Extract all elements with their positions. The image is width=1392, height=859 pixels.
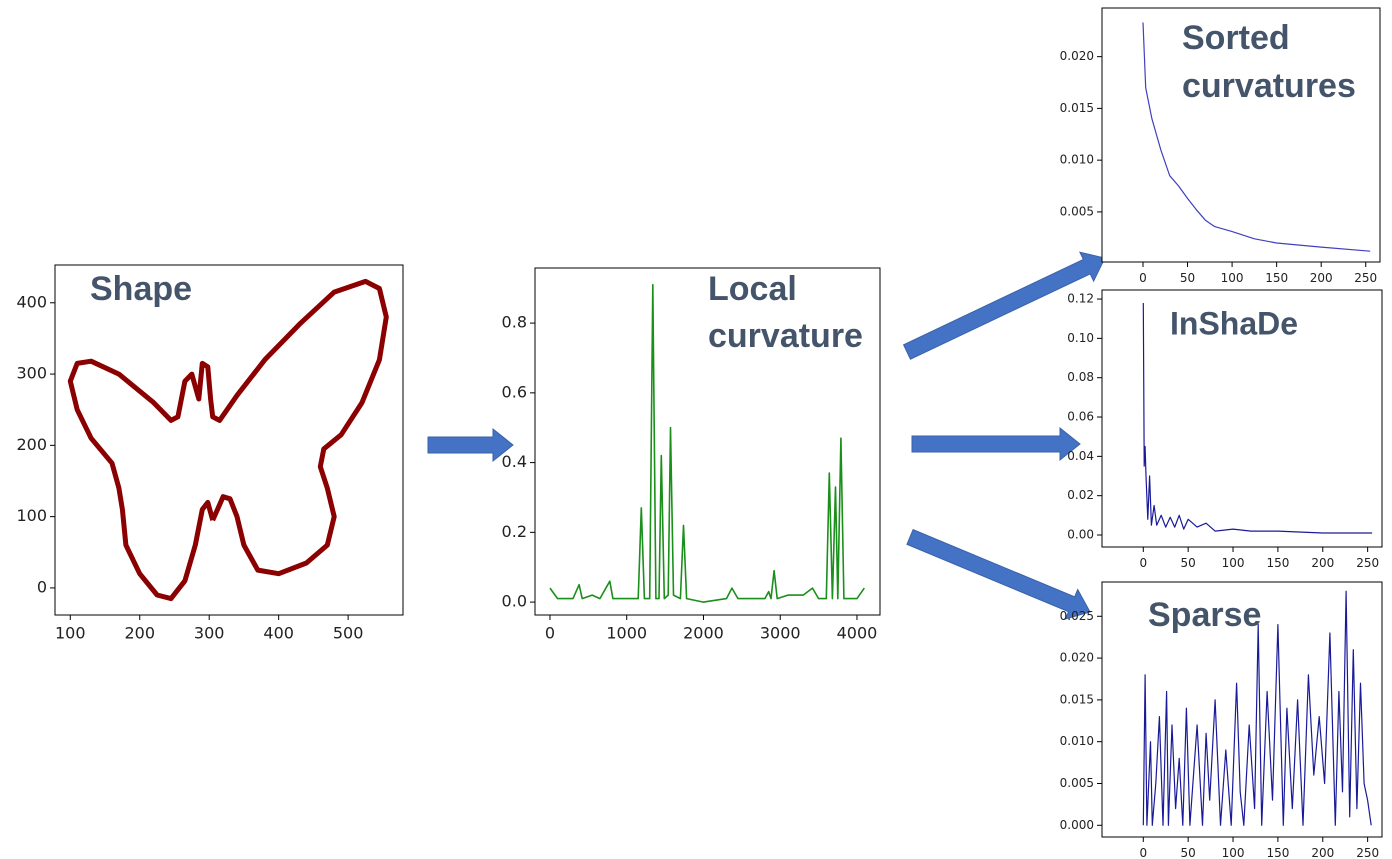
y-tick-label: 0.00 bbox=[1067, 528, 1094, 542]
y-tick-label: 0.10 bbox=[1067, 331, 1094, 345]
chart: 100 200 300 400 500 0 100 200 300 400 Shape bbox=[16, 264, 404, 643]
data-line bbox=[1142, 590, 1372, 826]
plot-area bbox=[54, 264, 404, 616]
x-tick-label: 150 bbox=[1266, 846, 1289, 859]
y-tick-label: 100 bbox=[16, 506, 47, 525]
arrow bbox=[911, 426, 1081, 462]
x-tick-label: 3000 bbox=[760, 624, 801, 643]
x-tick-label: 250 bbox=[1356, 556, 1379, 570]
chart-title: curvature bbox=[708, 317, 863, 355]
y-tick-label: 0.06 bbox=[1067, 410, 1094, 424]
data-line bbox=[1142, 22, 1371, 252]
y-tick-label: 0.2 bbox=[502, 522, 527, 541]
y-tick-label: 0 bbox=[37, 577, 47, 596]
y-tick-label: 0.010 bbox=[1060, 734, 1094, 748]
x-tick-label: 500 bbox=[333, 624, 364, 643]
x-tick-label: 200 bbox=[1310, 271, 1333, 285]
x-tick-label: 200 bbox=[1311, 846, 1334, 859]
y-tick-label: 0.015 bbox=[1060, 101, 1094, 115]
chart-title: curvatures bbox=[1182, 67, 1356, 105]
x-tick-label: 250 bbox=[1354, 271, 1377, 285]
x-tick-label: 50 bbox=[1181, 556, 1196, 570]
y-tick-label: 0.020 bbox=[1060, 49, 1094, 63]
y-tick-label: 0.005 bbox=[1060, 204, 1094, 218]
x-tick-label: 150 bbox=[1266, 556, 1289, 570]
x-tick-label: 50 bbox=[1181, 846, 1196, 859]
plot-area bbox=[1101, 7, 1381, 263]
x-tick-label: 100 bbox=[1222, 846, 1245, 859]
chart-title: InShaDe bbox=[1170, 305, 1298, 341]
y-tick-label: 0.020 bbox=[1060, 651, 1094, 665]
y-tick-label: 0.12 bbox=[1067, 292, 1094, 306]
x-tick-label: 150 bbox=[1265, 271, 1288, 285]
chart: 0 50 100 150 200 250 0.00 0.02 0.04 0.06 0.08 0.10 0… bbox=[1067, 289, 1383, 570]
chart: 0 50 100 150 200 250 0.005 0.010 0.015 0.020 Sorte… bbox=[1060, 7, 1381, 285]
chart: 0 1000 2000 3000 4000 0.0 0.2 0.4 0.6 0.8 Local cur… bbox=[502, 267, 881, 643]
x-tick-label: 0 bbox=[545, 624, 555, 643]
data-line bbox=[1142, 302, 1373, 534]
arrow bbox=[902, 251, 1106, 360]
y-tick-label: 0.04 bbox=[1067, 449, 1094, 463]
data-line bbox=[549, 283, 865, 603]
y-tick-label: 0.4 bbox=[502, 452, 527, 471]
chart-title: Sorted bbox=[1182, 19, 1290, 57]
x-tick-label: 300 bbox=[194, 624, 225, 643]
y-tick-label: 0.025 bbox=[1060, 609, 1094, 623]
y-tick-label: 200 bbox=[16, 435, 47, 454]
y-tick-label: 0.0 bbox=[502, 592, 527, 611]
chart-title: Sparse bbox=[1148, 596, 1261, 634]
y-tick-label: 0.000 bbox=[1060, 818, 1094, 832]
x-tick-label: 200 bbox=[124, 624, 155, 643]
x-tick-label: 100 bbox=[1222, 556, 1245, 570]
chart-title: Local bbox=[708, 270, 797, 308]
y-tick-label: 0.005 bbox=[1060, 776, 1094, 790]
arrow bbox=[906, 528, 1091, 620]
arrow bbox=[427, 427, 514, 463]
x-tick-label: 0 bbox=[1139, 556, 1147, 570]
y-tick-label: 0.08 bbox=[1067, 370, 1094, 384]
x-tick-label: 100 bbox=[1221, 271, 1244, 285]
x-tick-label: 1000 bbox=[606, 624, 647, 643]
chart-title: Shape bbox=[90, 270, 192, 308]
y-tick-label: 300 bbox=[16, 364, 47, 383]
x-tick-label: 400 bbox=[263, 624, 294, 643]
x-tick-label: 250 bbox=[1356, 846, 1379, 859]
x-tick-label: 100 bbox=[55, 624, 86, 643]
x-tick-label: 4000 bbox=[837, 624, 878, 643]
y-tick-label: 0.8 bbox=[502, 313, 527, 332]
y-tick-label: 0.010 bbox=[1060, 153, 1094, 167]
x-tick-label: 200 bbox=[1311, 556, 1334, 570]
x-tick-label: 0 bbox=[1139, 271, 1147, 285]
chart: 0 50 100 150 200 250 0.000 0.005 0.010 0.015 0.020… bbox=[1060, 581, 1383, 859]
plot-area bbox=[534, 267, 881, 616]
x-tick-label: 0 bbox=[1139, 846, 1147, 859]
y-tick-label: 0.02 bbox=[1067, 488, 1094, 502]
data-line bbox=[67, 278, 389, 602]
y-tick-label: 400 bbox=[16, 292, 47, 311]
y-tick-label: 0.015 bbox=[1060, 692, 1094, 706]
y-tick-label: 0.6 bbox=[502, 382, 527, 401]
x-tick-label: 50 bbox=[1180, 271, 1195, 285]
x-tick-label: 2000 bbox=[683, 624, 724, 643]
